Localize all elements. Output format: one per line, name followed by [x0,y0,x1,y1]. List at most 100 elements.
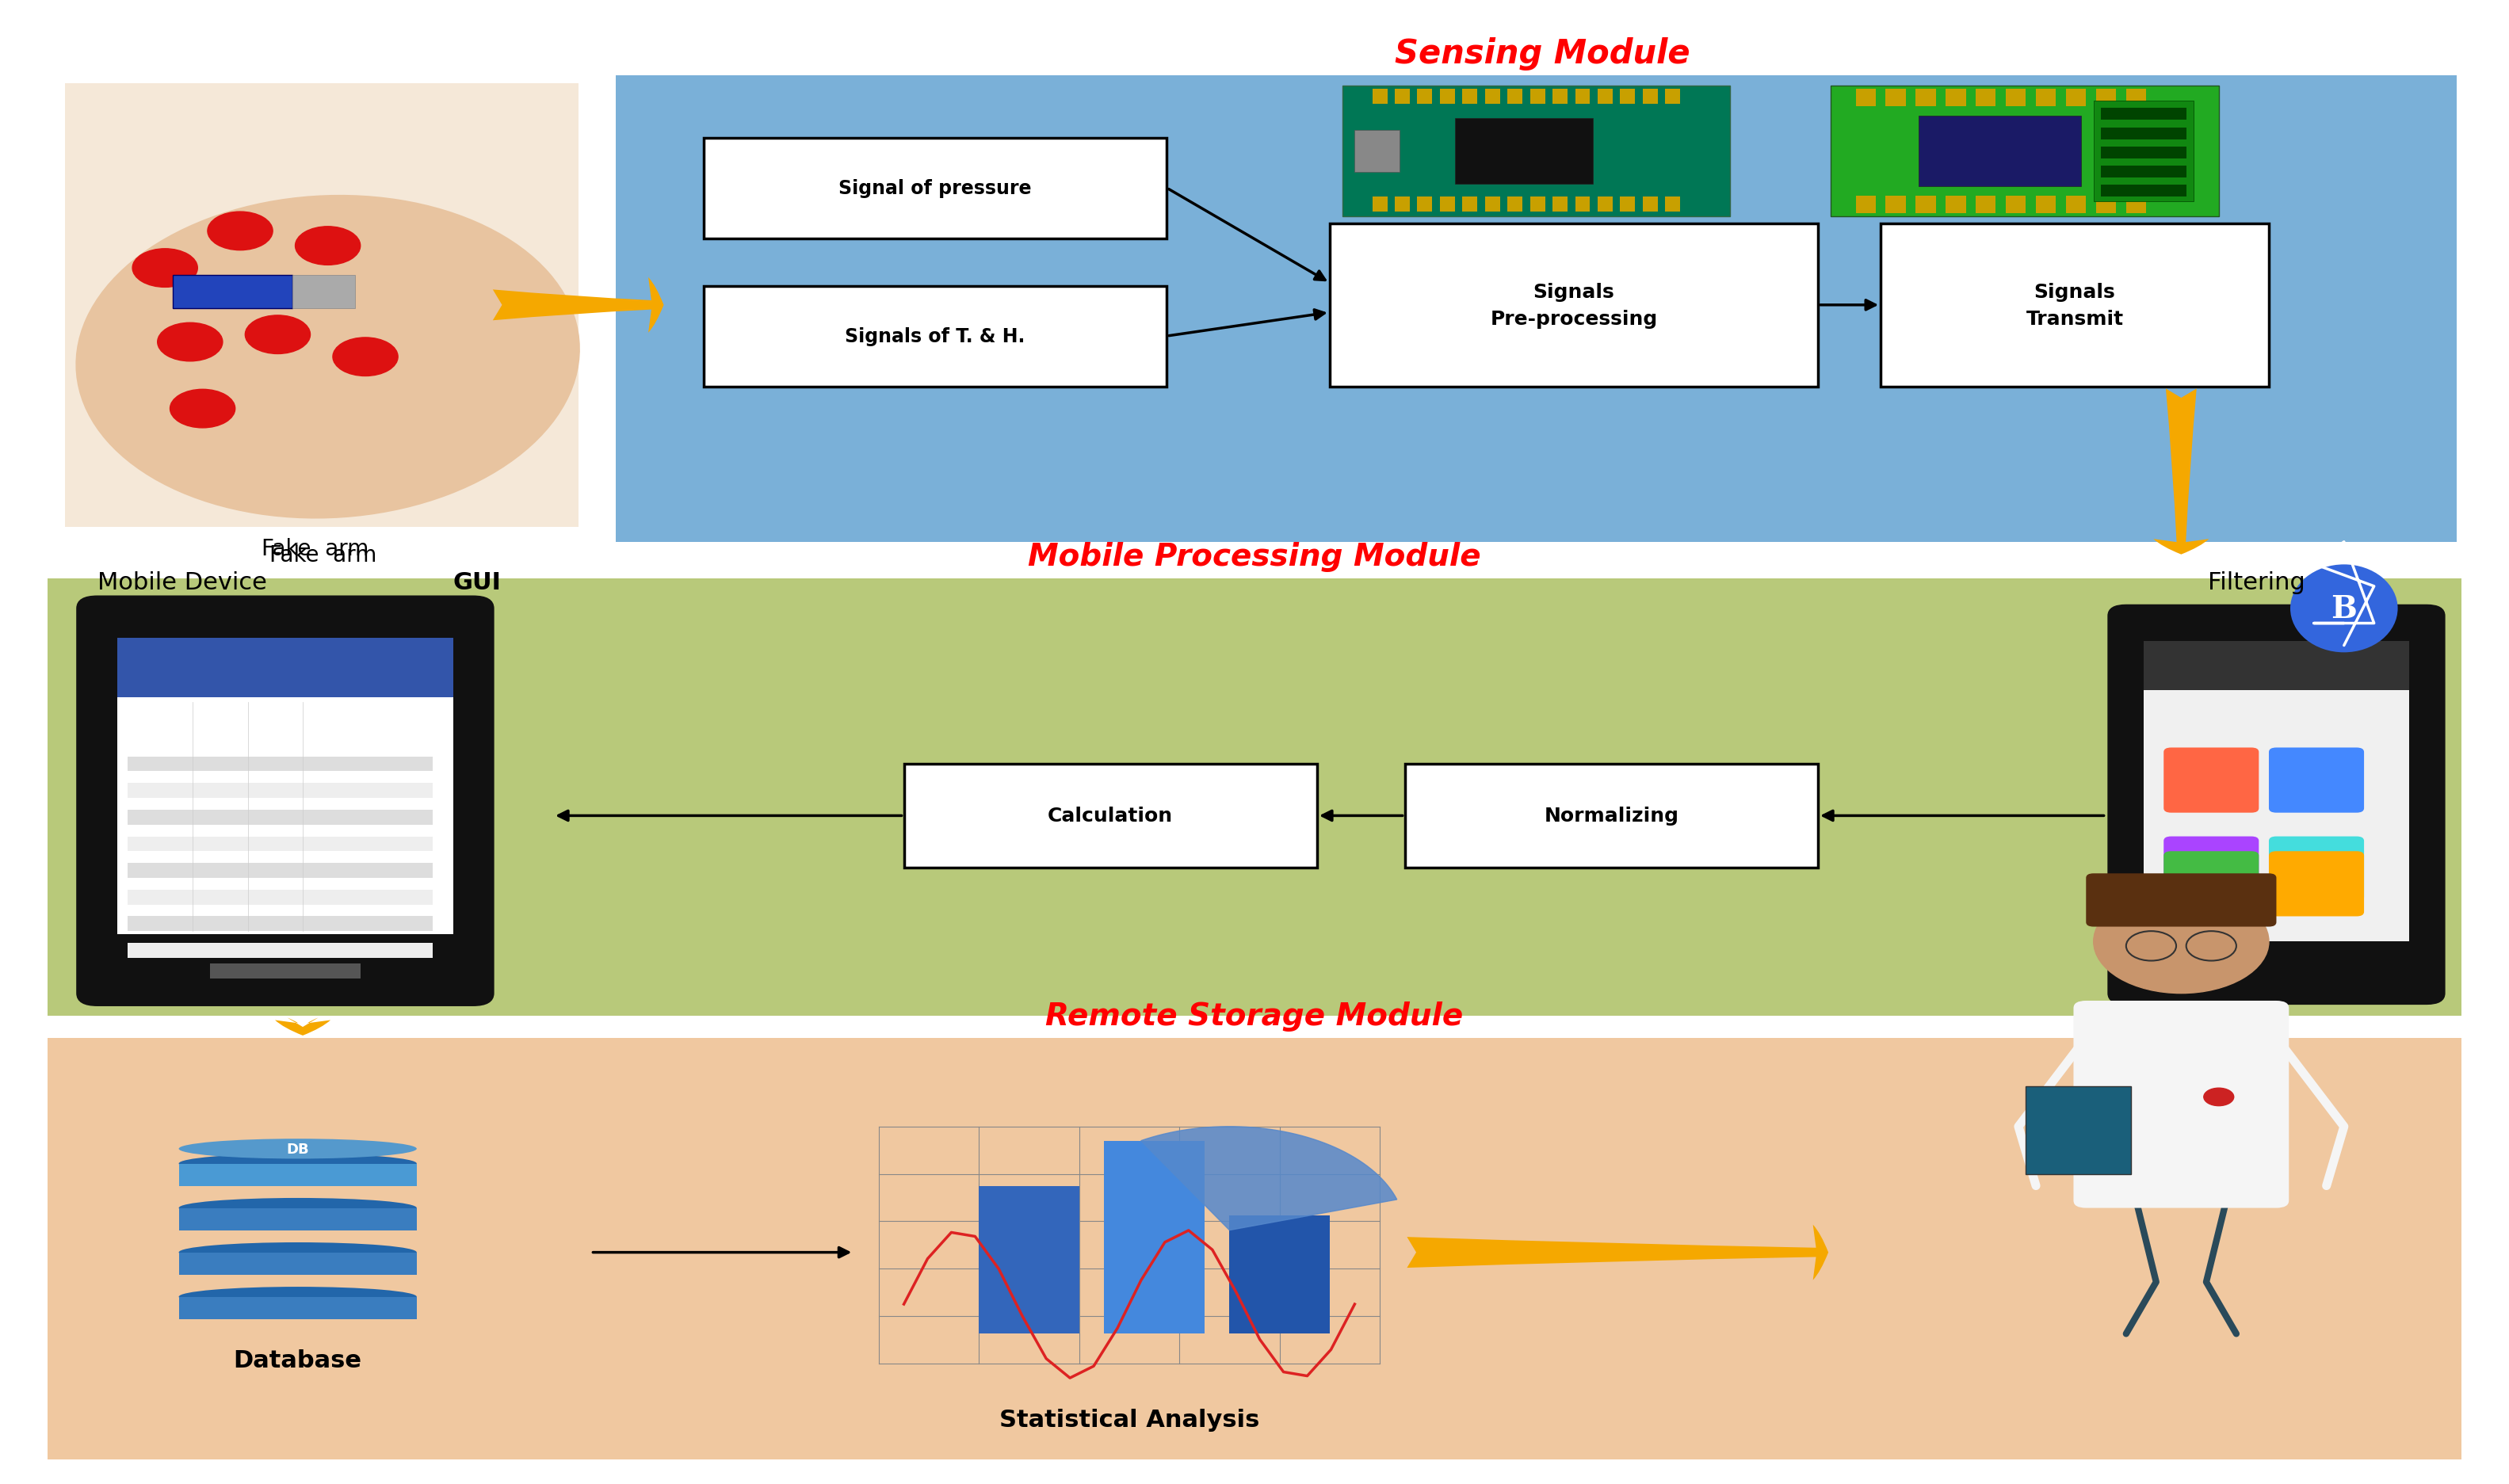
FancyBboxPatch shape [2268,852,2363,917]
Text: Fake  arm: Fake arm [268,543,376,565]
Bar [1104,1141,1204,1334]
FancyBboxPatch shape [903,764,1317,868]
Bar [2095,196,2115,214]
FancyBboxPatch shape [1330,224,1819,387]
Bar [1530,89,1546,104]
Bar [1643,89,1658,104]
Text: Calculation: Calculation [1049,806,1174,825]
Text: GUI: GUI [454,571,502,594]
Bar [1598,89,1613,104]
Bar [1643,197,1658,212]
Bar [1395,89,1410,104]
Bar [1229,1215,1330,1334]
Bar [294,276,356,309]
FancyBboxPatch shape [1455,119,1593,184]
Bar [1372,197,1387,212]
Circle shape [171,390,236,429]
Bar [128,944,434,959]
Bar [1576,197,1591,212]
Bar [1440,197,1455,212]
Bar [2065,196,2085,214]
Bar [1947,196,1967,214]
Circle shape [2203,1088,2233,1106]
Bar [128,917,434,932]
Circle shape [158,324,223,362]
FancyBboxPatch shape [1405,764,1819,868]
Circle shape [208,212,273,251]
Bar [2095,89,2115,107]
FancyBboxPatch shape [2025,1086,2130,1174]
Bar [1917,196,1937,214]
Text: Fake  arm: Fake arm [261,537,369,559]
Text: Remote Storage Module: Remote Storage Module [1046,1000,1463,1031]
FancyBboxPatch shape [1832,86,2218,217]
FancyBboxPatch shape [1342,86,1731,217]
Bar [1418,89,1433,104]
FancyBboxPatch shape [1919,116,2080,187]
Bar [2125,196,2145,214]
Ellipse shape [178,1198,416,1218]
FancyBboxPatch shape [2268,837,2363,902]
FancyBboxPatch shape [703,138,1167,239]
Text: Database: Database [233,1349,361,1371]
FancyBboxPatch shape [2143,641,2409,942]
Text: Sensing Module: Sensing Module [1395,37,1691,71]
Bar [2125,89,2145,107]
Bar [1975,89,1995,107]
Text: B: B [2331,594,2356,623]
Circle shape [334,338,399,377]
FancyBboxPatch shape [118,638,454,935]
Bar [173,276,294,309]
Bar [1463,197,1478,212]
Ellipse shape [178,1138,416,1159]
Bar [2035,89,2055,107]
FancyBboxPatch shape [703,286,1167,387]
Text: Mobile Device: Mobile Device [98,571,273,594]
Bar [128,837,434,852]
FancyBboxPatch shape [2268,748,2363,813]
FancyBboxPatch shape [2108,605,2444,1003]
Bar [2005,196,2025,214]
Ellipse shape [2291,565,2399,653]
Text: Signal of pressure: Signal of pressure [838,180,1031,199]
Bar [2005,89,2025,107]
Bar [2100,128,2185,139]
Bar [1621,89,1636,104]
Bar [1666,197,1681,212]
Bar [1440,89,1455,104]
FancyBboxPatch shape [78,597,494,1005]
Bar [128,784,434,798]
Bar [1395,197,1410,212]
Text: DB: DB [286,1141,309,1156]
Ellipse shape [178,1287,416,1307]
Bar [1975,196,1995,214]
Bar [128,757,434,772]
Bar [1463,89,1478,104]
Bar [211,965,361,979]
Bar [1372,89,1387,104]
FancyBboxPatch shape [2163,837,2258,902]
Bar [1857,89,1877,107]
Bar [1485,89,1500,104]
Bar [1947,89,1967,107]
Bar [2100,166,2185,178]
Text: Signals of T. & H.: Signals of T. & H. [846,326,1026,346]
Bar [1887,196,1907,214]
Bar [1576,89,1591,104]
Bar [1418,197,1433,212]
Bar [1857,196,1877,214]
FancyBboxPatch shape [2093,101,2193,202]
Text: Normalizing: Normalizing [1543,806,1679,825]
FancyBboxPatch shape [2143,641,2409,690]
Bar [128,810,434,825]
Bar [128,890,434,905]
Bar [128,864,434,879]
Bar [2100,186,2185,197]
FancyBboxPatch shape [2163,852,2258,917]
Bar [1530,197,1546,212]
Text: Filtering: Filtering [2208,571,2306,594]
Bar [178,1252,416,1275]
FancyBboxPatch shape [48,1037,2461,1460]
Bar [1666,89,1681,104]
Bar [2100,147,2185,159]
